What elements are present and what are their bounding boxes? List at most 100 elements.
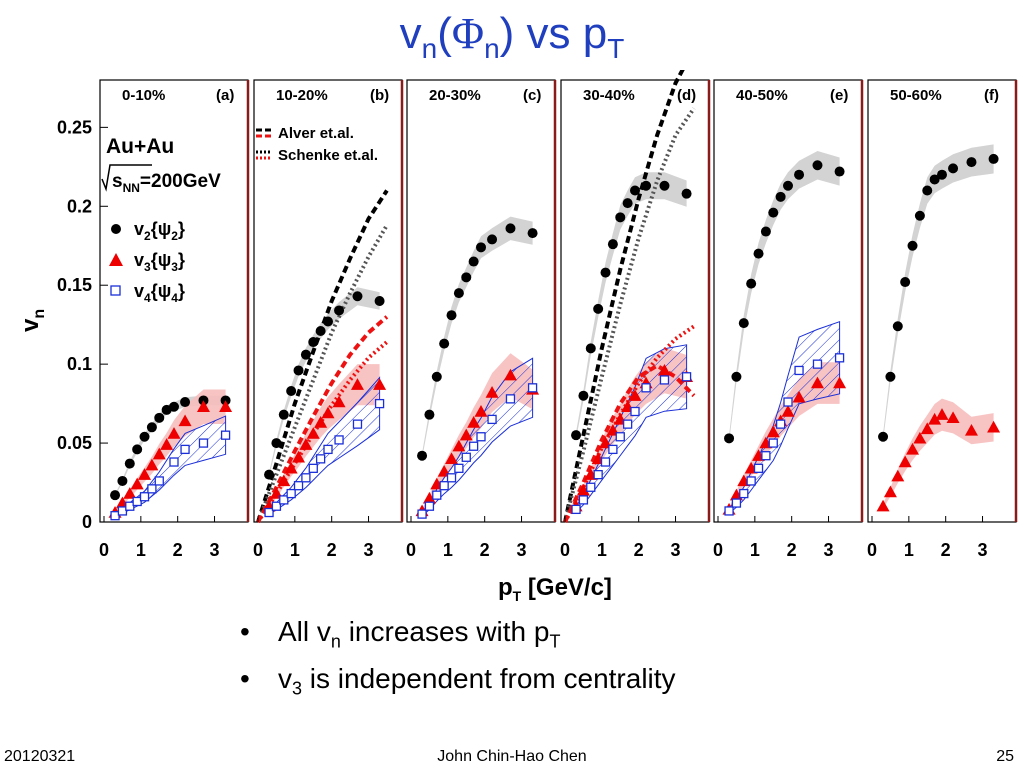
v4-point: [439, 481, 449, 491]
v3-point: [350, 378, 364, 390]
v3-point: [160, 438, 174, 450]
panel-d: 30-40% (d) 0 1 2 3: [560, 70, 711, 560]
y-tick-label: 0.15: [57, 275, 92, 295]
y-tick-label: 0: [82, 512, 92, 532]
v2-point: [746, 278, 757, 289]
v4-point: [768, 438, 778, 448]
v2-point: [731, 371, 742, 382]
v4-point: [432, 490, 442, 500]
v2-point: [948, 163, 959, 174]
v2-systematic-band: [422, 216, 533, 459]
v3-point: [219, 400, 233, 412]
v2-point: [794, 169, 805, 180]
x-tick-label: 1: [597, 540, 607, 560]
v3-point: [576, 483, 590, 496]
panel-e: 40-50% (e) 0 1 2 3: [713, 79, 864, 560]
v2-point: [724, 433, 735, 444]
footer-date: 20120321: [4, 748, 76, 765]
v2-point: [110, 490, 121, 501]
x-tick-label: 2: [787, 540, 797, 560]
v4-point: [117, 506, 128, 516]
v2-point: [446, 310, 457, 321]
v2-point: [139, 431, 150, 442]
model-curve-dashed: [563, 70, 685, 523]
v4-point: [198, 438, 209, 448]
legend-label: v4{ψ4}: [134, 281, 185, 305]
v4-point: [132, 496, 142, 507]
model-curve-dotted: [563, 324, 696, 523]
x-tick-label: 1: [443, 540, 453, 560]
v3-point: [306, 427, 320, 439]
model-curve-dashed: [563, 363, 696, 523]
x-tick-label: 3: [978, 540, 988, 560]
footer-author: John Chin-Hao Chen: [437, 748, 587, 765]
x-tick-label: 2: [173, 540, 183, 560]
v2-point: [593, 303, 604, 314]
v2-point: [180, 397, 191, 408]
panel-tag: (f): [984, 87, 999, 104]
v2-point: [286, 385, 297, 396]
panel-centrality-label: 20-30%: [429, 87, 481, 104]
legend-model-dashed: Alver et.al.: [256, 125, 354, 142]
v4-point: [739, 488, 749, 499]
v4-point: [746, 476, 756, 486]
v4-point: [753, 463, 764, 473]
legend-marker-triangle: [109, 253, 123, 266]
v3-point: [906, 442, 920, 455]
v2-point: [315, 325, 326, 336]
legend-model-label: Schenke et.al.: [278, 147, 378, 164]
v4-point: [600, 457, 611, 467]
v4-point: [334, 435, 344, 445]
v2-point: [900, 277, 911, 288]
v4-point: [461, 452, 471, 462]
v3-point: [935, 408, 949, 420]
y-axis-label: vn: [17, 309, 48, 332]
x-tick-label: 2: [480, 540, 490, 560]
v3-point: [459, 428, 473, 441]
panel-centrality-label: 0-10%: [122, 87, 165, 104]
v2-point: [468, 256, 479, 267]
legend-model-dotted: Schenke et.al.: [256, 147, 378, 164]
v2-point: [760, 226, 771, 237]
v2-point: [169, 401, 179, 412]
slide-title: vn(Φn) vs pT: [399, 9, 625, 64]
v4-point: [783, 397, 793, 407]
v3-point: [810, 376, 824, 389]
v3-point: [913, 431, 927, 444]
v3-point: [277, 474, 291, 487]
v2-point: [431, 371, 442, 382]
v2-point: [885, 371, 896, 382]
v2-point: [323, 316, 333, 327]
sqrt-sign: [101, 164, 152, 192]
x-tick-label: 0: [253, 540, 263, 560]
v3-point: [946, 411, 960, 424]
legend-marker-circle: [111, 224, 121, 234]
v2-point: [937, 169, 947, 180]
v2-point: [334, 305, 345, 316]
v4-point: [220, 430, 231, 440]
v3-point: [920, 422, 934, 435]
v3-point: [332, 395, 346, 408]
panel-tag: (c): [523, 87, 541, 104]
v3-point: [422, 491, 436, 504]
v2-point: [738, 318, 749, 329]
v4-point: [352, 419, 363, 429]
v3-point: [766, 425, 780, 438]
x-tick-label: 0: [99, 540, 109, 560]
x-tick-label: 3: [210, 540, 220, 560]
v3-systematic-band: [883, 398, 994, 509]
v4-point: [424, 501, 435, 511]
legend-label: v3{ψ3}: [134, 250, 185, 274]
v4-point: [593, 469, 603, 480]
v4-point: [578, 495, 589, 505]
bullet-item: v3 is independent from centrality: [240, 663, 676, 700]
bullet-item: All vn increases with pT: [240, 616, 676, 653]
v3-point: [314, 416, 328, 428]
v4-point: [279, 495, 289, 505]
v2-point: [487, 234, 498, 245]
v2-point: [681, 188, 692, 199]
v3-systematic-band: [115, 389, 226, 514]
x-axis-label: pT [GeV/c]: [498, 574, 612, 604]
v3-point: [964, 423, 978, 436]
v2-point: [768, 207, 779, 218]
